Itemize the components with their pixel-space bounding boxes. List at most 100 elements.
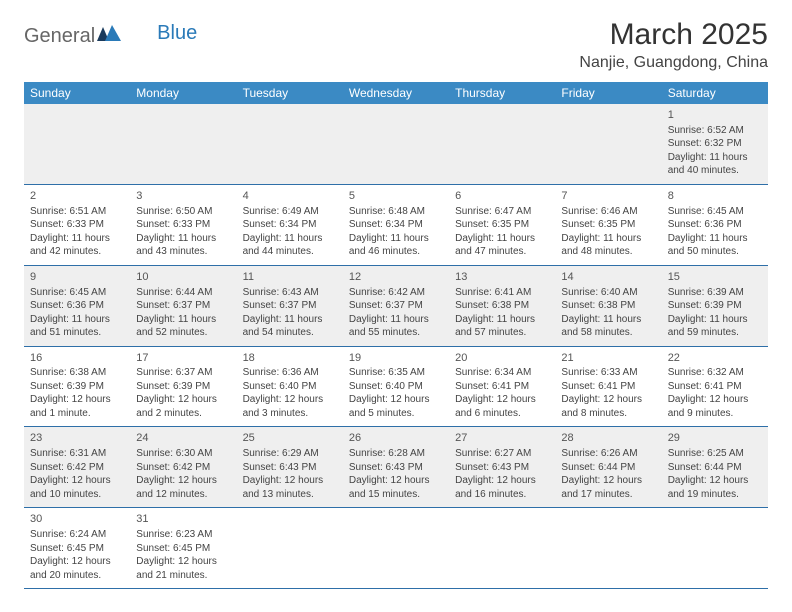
sunset-text: Sunset: 6:37 PM: [136, 299, 230, 313]
sunrise-text: Sunrise: 6:25 AM: [668, 447, 762, 461]
dl1-text: Daylight: 11 hours: [561, 313, 655, 327]
dl1-text: Daylight: 12 hours: [668, 474, 762, 488]
dl1-text: Daylight: 12 hours: [30, 555, 124, 569]
sunset-text: Sunset: 6:45 PM: [30, 542, 124, 556]
sunrise-text: Sunrise: 6:30 AM: [136, 447, 230, 461]
sunset-text: Sunset: 6:36 PM: [668, 218, 762, 232]
sunrise-text: Sunrise: 6:49 AM: [243, 205, 337, 219]
empty-cell: [662, 508, 768, 588]
dl1-text: Daylight: 11 hours: [30, 313, 124, 327]
day-number: 14: [561, 270, 655, 285]
week-row: 1Sunrise: 6:52 AMSunset: 6:32 PMDaylight…: [24, 104, 768, 185]
empty-cell: [555, 104, 661, 184]
dl1-text: Daylight: 11 hours: [349, 313, 443, 327]
empty-cell: [343, 104, 449, 184]
dl1-text: Daylight: 11 hours: [243, 232, 337, 246]
day-number: 9: [30, 270, 124, 285]
dl2-text: and 50 minutes.: [668, 245, 762, 259]
empty-cell: [449, 508, 555, 588]
day-cell: 23Sunrise: 6:31 AMSunset: 6:42 PMDayligh…: [24, 427, 130, 507]
empty-cell: [449, 104, 555, 184]
day-cell: 15Sunrise: 6:39 AMSunset: 6:39 PMDayligh…: [662, 266, 768, 346]
sunrise-text: Sunrise: 6:24 AM: [30, 528, 124, 542]
day-cell: 9Sunrise: 6:45 AMSunset: 6:36 PMDaylight…: [24, 266, 130, 346]
sunrise-text: Sunrise: 6:43 AM: [243, 286, 337, 300]
dl2-text: and 59 minutes.: [668, 326, 762, 340]
sunrise-text: Sunrise: 6:28 AM: [349, 447, 443, 461]
week-row: 9Sunrise: 6:45 AMSunset: 6:36 PMDaylight…: [24, 266, 768, 347]
logo-text-general: General: [24, 25, 95, 48]
weekday-header: Tuesday: [237, 86, 343, 100]
dl2-text: and 40 minutes.: [668, 164, 762, 178]
day-cell: 22Sunrise: 6:32 AMSunset: 6:41 PMDayligh…: [662, 347, 768, 427]
dl1-text: Daylight: 12 hours: [561, 474, 655, 488]
dl2-text: and 55 minutes.: [349, 326, 443, 340]
dl2-text: and 46 minutes.: [349, 245, 443, 259]
day-cell: 4Sunrise: 6:49 AMSunset: 6:34 PMDaylight…: [237, 185, 343, 265]
sunset-text: Sunset: 6:41 PM: [561, 380, 655, 394]
sunrise-text: Sunrise: 6:23 AM: [136, 528, 230, 542]
weekday-header-row: Sunday Monday Tuesday Wednesday Thursday…: [24, 82, 768, 104]
sunrise-text: Sunrise: 6:45 AM: [668, 205, 762, 219]
week-row: 23Sunrise: 6:31 AMSunset: 6:42 PMDayligh…: [24, 427, 768, 508]
day-cell: 6Sunrise: 6:47 AMSunset: 6:35 PMDaylight…: [449, 185, 555, 265]
dl2-text: and 10 minutes.: [30, 488, 124, 502]
sunrise-text: Sunrise: 6:29 AM: [243, 447, 337, 461]
weekday-header: Friday: [555, 86, 661, 100]
sunset-text: Sunset: 6:42 PM: [136, 461, 230, 475]
title-block: March 2025 Nanjie, Guangdong, China: [579, 18, 768, 72]
sunset-text: Sunset: 6:44 PM: [561, 461, 655, 475]
sunrise-text: Sunrise: 6:33 AM: [561, 366, 655, 380]
day-cell: 30Sunrise: 6:24 AMSunset: 6:45 PMDayligh…: [24, 508, 130, 588]
dl1-text: Daylight: 12 hours: [561, 393, 655, 407]
sunset-text: Sunset: 6:39 PM: [136, 380, 230, 394]
dl1-text: Daylight: 11 hours: [349, 232, 443, 246]
sunrise-text: Sunrise: 6:52 AM: [668, 124, 762, 138]
dl2-text: and 21 minutes.: [136, 569, 230, 583]
sunrise-text: Sunrise: 6:50 AM: [136, 205, 230, 219]
day-cell: 13Sunrise: 6:41 AMSunset: 6:38 PMDayligh…: [449, 266, 555, 346]
dl1-text: Daylight: 12 hours: [243, 474, 337, 488]
day-number: 2: [30, 189, 124, 204]
dl1-text: Daylight: 11 hours: [243, 313, 337, 327]
dl1-text: Daylight: 12 hours: [30, 393, 124, 407]
day-cell: 17Sunrise: 6:37 AMSunset: 6:39 PMDayligh…: [130, 347, 236, 427]
day-cell: 21Sunrise: 6:33 AMSunset: 6:41 PMDayligh…: [555, 347, 661, 427]
day-cell: 31Sunrise: 6:23 AMSunset: 6:45 PMDayligh…: [130, 508, 236, 588]
sunrise-text: Sunrise: 6:27 AM: [455, 447, 549, 461]
sunset-text: Sunset: 6:39 PM: [30, 380, 124, 394]
dl1-text: Daylight: 12 hours: [243, 393, 337, 407]
sunset-text: Sunset: 6:43 PM: [243, 461, 337, 475]
sunset-text: Sunset: 6:40 PM: [349, 380, 443, 394]
day-number: 1: [668, 108, 762, 123]
dl2-text: and 3 minutes.: [243, 407, 337, 421]
day-cell: 18Sunrise: 6:36 AMSunset: 6:40 PMDayligh…: [237, 347, 343, 427]
empty-cell: [237, 508, 343, 588]
sunset-text: Sunset: 6:41 PM: [668, 380, 762, 394]
day-number: 16: [30, 351, 124, 366]
location-subtitle: Nanjie, Guangdong, China: [579, 54, 768, 72]
day-number: 17: [136, 351, 230, 366]
day-number: 25: [243, 431, 337, 446]
day-number: 8: [668, 189, 762, 204]
sunset-text: Sunset: 6:35 PM: [455, 218, 549, 232]
empty-cell: [343, 508, 449, 588]
dl2-text: and 52 minutes.: [136, 326, 230, 340]
day-cell: 24Sunrise: 6:30 AMSunset: 6:42 PMDayligh…: [130, 427, 236, 507]
sunrise-text: Sunrise: 6:35 AM: [349, 366, 443, 380]
day-number: 21: [561, 351, 655, 366]
day-number: 24: [136, 431, 230, 446]
sunset-text: Sunset: 6:43 PM: [455, 461, 549, 475]
week-row: 30Sunrise: 6:24 AMSunset: 6:45 PMDayligh…: [24, 508, 768, 589]
dl2-text: and 48 minutes.: [561, 245, 655, 259]
logo: General Blue: [24, 18, 197, 49]
sunrise-text: Sunrise: 6:37 AM: [136, 366, 230, 380]
empty-cell: [555, 508, 661, 588]
dl2-text: and 6 minutes.: [455, 407, 549, 421]
day-cell: 14Sunrise: 6:40 AMSunset: 6:38 PMDayligh…: [555, 266, 661, 346]
dl1-text: Daylight: 11 hours: [668, 151, 762, 165]
sunrise-text: Sunrise: 6:40 AM: [561, 286, 655, 300]
page-header: General Blue March 2025 Nanjie, Guangdon…: [24, 18, 768, 72]
day-number: 11: [243, 270, 337, 285]
day-cell: 10Sunrise: 6:44 AMSunset: 6:37 PMDayligh…: [130, 266, 236, 346]
